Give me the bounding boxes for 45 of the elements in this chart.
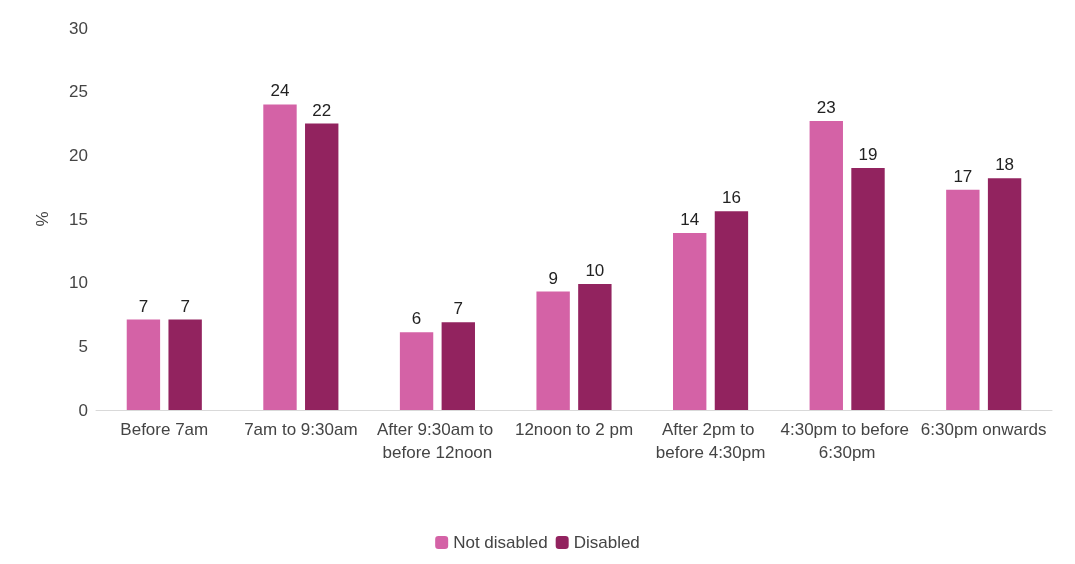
bar <box>578 283 612 410</box>
x-tick-label: 4:30pm to before 6:30pm <box>780 420 914 462</box>
data-label: 10 <box>585 260 605 280</box>
bar <box>263 104 297 410</box>
data-label: 6 <box>411 309 422 329</box>
data-label: 7 <box>138 296 149 316</box>
bar <box>809 120 843 410</box>
data-label: 18 <box>995 155 1015 175</box>
data-label: 9 <box>548 268 558 288</box>
y-tick-label: 10 <box>69 273 88 293</box>
data-label: 7 <box>180 296 190 316</box>
y-tick-label: 0 <box>78 400 88 420</box>
bar <box>441 322 475 410</box>
legend-label: Not disabled <box>453 533 548 552</box>
y-tick-label: 5 <box>78 336 88 356</box>
x-tick-label: Before 7am <box>120 420 209 439</box>
bar <box>673 233 707 410</box>
bar <box>987 178 1022 410</box>
y-tick-label: 15 <box>69 209 88 229</box>
bar <box>714 211 749 410</box>
y-tick-label: 25 <box>69 82 88 102</box>
data-label: 16 <box>721 188 741 208</box>
bar <box>851 168 885 410</box>
x-tick-label: After 9:30am to before 12noon <box>376 420 498 462</box>
x-tick-label: 7am to 9:30am <box>244 420 358 439</box>
data-label: 23 <box>816 97 836 117</box>
y-tick-label: 30 <box>69 18 88 38</box>
data-label: 14 <box>680 210 700 230</box>
data-label: 24 <box>270 81 290 101</box>
x-tick-label: After 2pm to before 4:30pm <box>655 420 766 462</box>
bar <box>536 291 570 410</box>
bar <box>946 189 980 410</box>
data-label: 19 <box>858 145 878 165</box>
bar <box>399 332 434 410</box>
bar <box>168 319 202 410</box>
y-tick-label: 20 <box>69 145 88 165</box>
data-label: 22 <box>312 100 332 120</box>
legend-label: Disabled <box>573 533 640 552</box>
y-axis-title: % <box>33 211 52 227</box>
x-tick-label: 6:30pm onwards <box>920 420 1047 439</box>
data-label: 17 <box>953 166 973 186</box>
data-label: 7 <box>453 299 464 319</box>
bar <box>126 319 161 410</box>
bar <box>305 123 339 410</box>
x-tick-label: 12noon to 2 pm <box>514 420 634 439</box>
